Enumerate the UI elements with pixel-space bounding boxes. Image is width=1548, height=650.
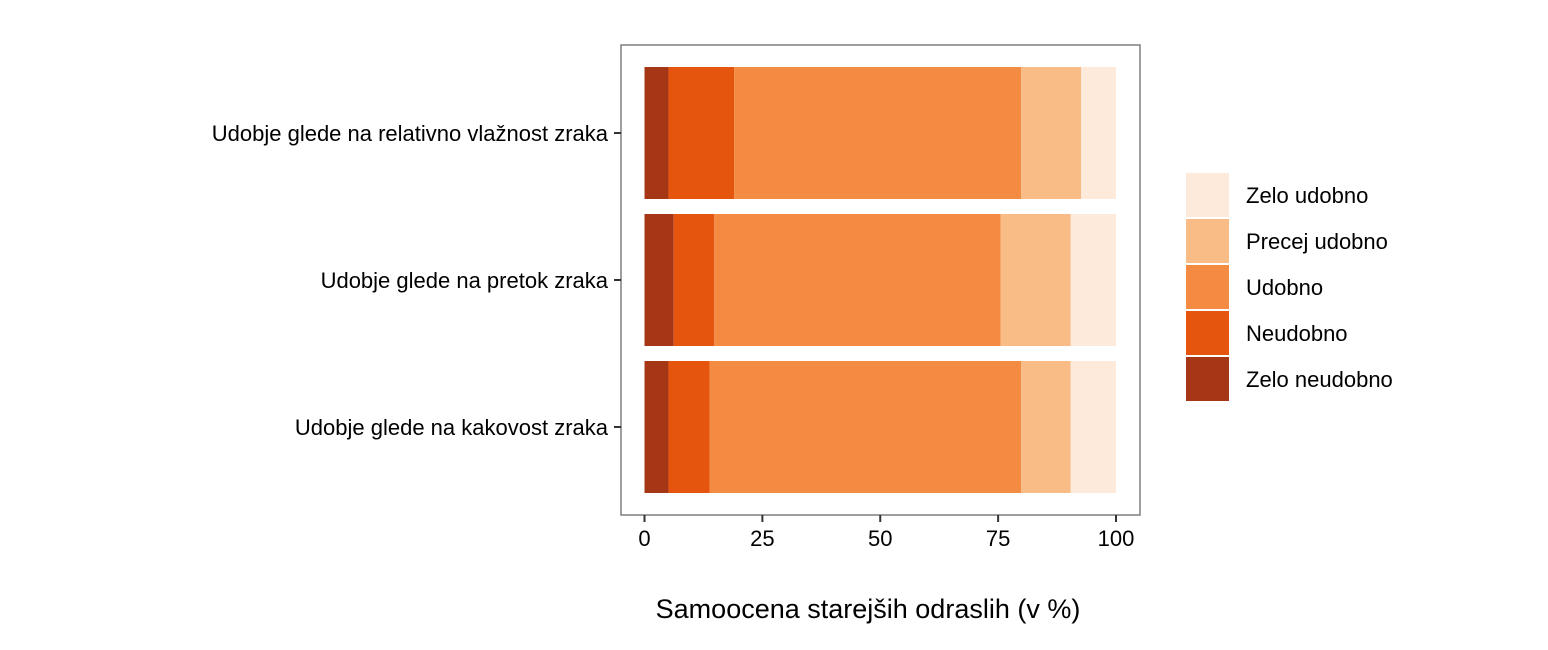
legend-label: Zelo udobno (1246, 183, 1368, 208)
y-tick-label: Udobje glede na relativno vlažnost zraka (212, 121, 609, 146)
bar-segment-udobno (734, 67, 1022, 199)
legend: Zelo udobno Precej udobno Udobno Neudobno Ze… (1186, 173, 1393, 401)
bar-segment-zelo-neudobno (644, 214, 674, 346)
bar-segment-zelo-udobno (1081, 67, 1116, 199)
x-tick-label: 25 (750, 526, 774, 551)
bar-segment-neudobno (668, 67, 735, 199)
legend-key (1186, 219, 1229, 263)
legend-label: Precej udobno (1246, 229, 1388, 254)
bar-segment-neudobno (668, 361, 710, 493)
bar-group (644, 67, 1116, 199)
bar-segment-precej-udobno (1021, 361, 1071, 493)
bar-group (644, 214, 1116, 346)
bar-segment-neudobno (673, 214, 715, 346)
x-axis-title: Samoocena starejših odraslih (v %) (656, 594, 1081, 624)
bar-segment-zelo-udobno (1070, 361, 1116, 493)
bar-segment-udobno (709, 361, 1022, 493)
bar-segment-zelo-udobno (1070, 214, 1116, 346)
bar-segment-udobno (714, 214, 1001, 346)
legend-key (1186, 357, 1229, 401)
legend-key (1186, 311, 1229, 355)
x-tick-label: 50 (868, 526, 892, 551)
x-axis: 0 25 50 75 100 (638, 515, 1134, 551)
y-tick-label: Udobje glede na pretok zraka (321, 268, 609, 293)
x-tick-label: 100 (1098, 526, 1135, 551)
x-tick-label: 75 (986, 526, 1010, 551)
y-tick-label: Udobje glede na kakovost zraka (295, 415, 609, 440)
bar-segment-zelo-neudobno (644, 361, 669, 493)
legend-key (1186, 173, 1229, 217)
bar-segment-precej-udobno (1021, 67, 1082, 199)
legend-label: Zelo neudobno (1246, 367, 1393, 392)
legend-key (1186, 265, 1229, 309)
bars-layer (644, 67, 1116, 493)
legend-label: Udobno (1246, 275, 1323, 300)
bar-group (644, 361, 1116, 493)
y-axis: Udobje glede na relativno vlažnost zraka… (212, 121, 621, 440)
x-tick-label: 0 (638, 526, 650, 551)
bar-segment-precej-udobno (1000, 214, 1071, 346)
legend-label: Neudobno (1246, 321, 1348, 346)
bar-segment-zelo-neudobno (644, 67, 669, 199)
